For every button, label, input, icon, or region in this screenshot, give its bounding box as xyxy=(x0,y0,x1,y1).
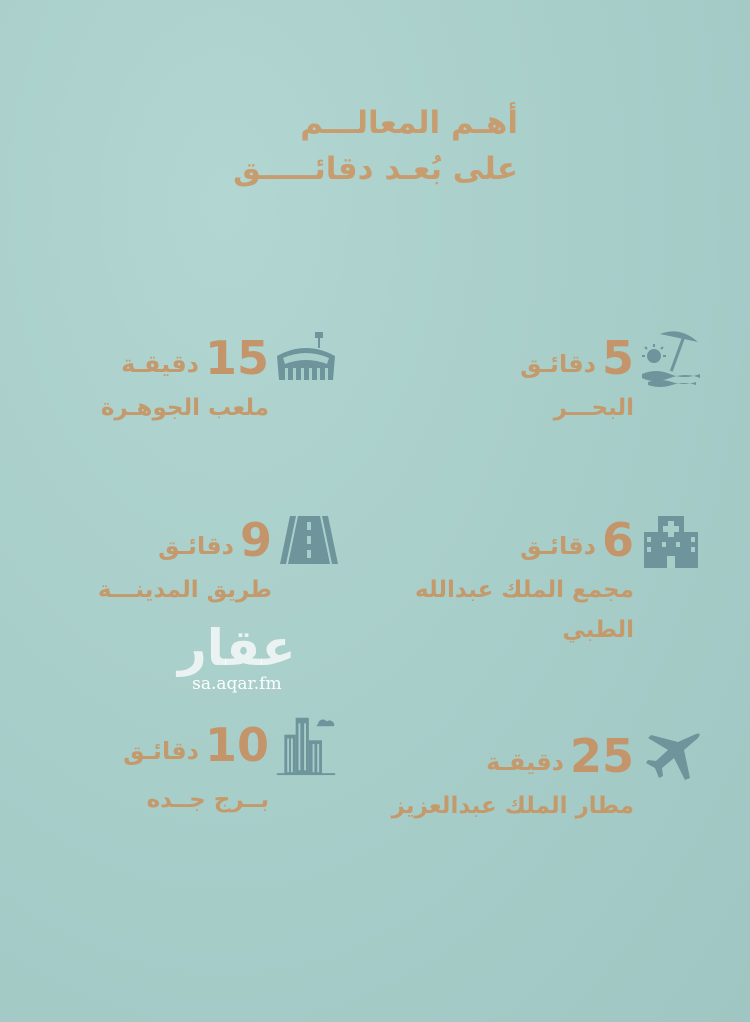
road-icon xyxy=(278,512,340,568)
landmark-label: البحـــر xyxy=(553,395,634,421)
landmark-label: طريق المدينـــة xyxy=(97,577,272,603)
minutes-unit: دقائـق xyxy=(123,737,199,765)
minutes-unit: دقيقـة xyxy=(486,748,564,776)
minutes-number: 9 xyxy=(239,513,272,567)
minutes-number: 5 xyxy=(601,331,634,385)
landmark-stadium: 15 دقيقـة ملعب الجوهـرة xyxy=(101,330,337,428)
landmark-hospital: 6 دقائـق مجمع الملك عبدالله الطبي xyxy=(384,512,702,650)
minutes-unit: دقائـق xyxy=(158,532,234,560)
landmark-label: مجمع الملك عبدالله الطبي xyxy=(415,577,634,643)
landmark-tower: 10 دقائـق بــرج جــده xyxy=(123,712,337,820)
airplane-icon xyxy=(640,728,702,784)
watermark-url: sa.aqar.fm xyxy=(192,674,282,694)
stadium-icon xyxy=(275,330,337,386)
landmark-sea: 5 دقائـق البحـــر xyxy=(520,330,702,428)
minutes-number: 15 xyxy=(204,331,269,385)
landmark-road: 9 دقائـق طريق المدينـــة xyxy=(98,512,340,610)
landmark-airport: 25 دقيقـة مطار الملك عبدالعزيز xyxy=(392,728,702,826)
landmark-label: بــرج جــده xyxy=(146,787,269,813)
minutes-unit: دقائـق xyxy=(520,532,596,560)
minutes-unit: دقائـق xyxy=(520,350,596,378)
watermark-logo: عقار xyxy=(178,619,296,677)
title-line-2: على بُعـد دقائـــــق xyxy=(233,151,518,187)
landmark-label: ملعب الجوهـرة xyxy=(100,395,269,421)
tower-icon xyxy=(275,712,337,778)
minutes-number: 25 xyxy=(569,729,634,783)
minutes-number: 10 xyxy=(204,718,269,772)
beach-umbrella-icon xyxy=(640,330,702,387)
title-line-1: أهـم المعالـــم xyxy=(300,105,518,141)
minutes-number: 6 xyxy=(601,513,634,567)
minutes-unit: دقيقـة xyxy=(121,350,199,378)
hospital-icon xyxy=(640,512,702,568)
watermark: عقار sa.aqar.fm xyxy=(178,622,296,694)
landmark-label: مطار الملك عبدالعزيز xyxy=(391,793,634,819)
page-title: أهـم المعالـــم على بُعـد دقائـــــق xyxy=(233,100,518,192)
